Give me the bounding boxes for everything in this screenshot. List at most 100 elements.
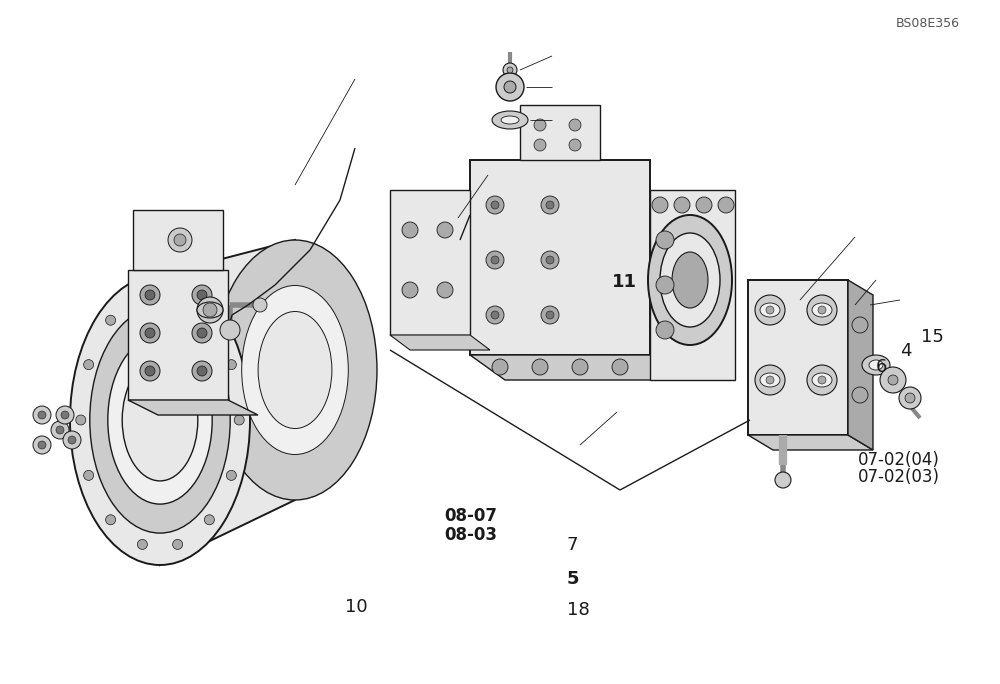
Circle shape — [173, 540, 183, 549]
Circle shape — [33, 436, 51, 454]
Circle shape — [173, 291, 183, 300]
Polygon shape — [133, 210, 223, 270]
Circle shape — [546, 256, 554, 264]
Circle shape — [38, 411, 46, 419]
Ellipse shape — [122, 359, 198, 481]
Circle shape — [755, 365, 785, 395]
Circle shape — [437, 282, 453, 298]
Circle shape — [888, 375, 898, 385]
Circle shape — [486, 251, 504, 269]
Circle shape — [204, 515, 214, 525]
Circle shape — [106, 315, 116, 325]
Circle shape — [192, 285, 212, 305]
Circle shape — [546, 201, 554, 209]
Text: 4: 4 — [900, 342, 912, 360]
Circle shape — [226, 471, 236, 480]
Circle shape — [174, 234, 186, 246]
Circle shape — [402, 282, 418, 298]
Circle shape — [197, 290, 207, 300]
Circle shape — [818, 306, 826, 314]
Circle shape — [76, 415, 86, 425]
Circle shape — [486, 196, 504, 214]
Circle shape — [852, 387, 868, 403]
Text: 15: 15 — [921, 328, 944, 345]
Polygon shape — [160, 240, 295, 565]
Circle shape — [852, 317, 868, 333]
Circle shape — [84, 360, 94, 369]
Circle shape — [899, 387, 921, 409]
Circle shape — [234, 415, 244, 425]
Circle shape — [656, 321, 674, 339]
Text: 10: 10 — [345, 598, 368, 616]
Circle shape — [145, 328, 155, 338]
Circle shape — [168, 228, 192, 252]
Circle shape — [197, 297, 223, 323]
Circle shape — [491, 311, 499, 319]
Ellipse shape — [242, 285, 348, 454]
Ellipse shape — [501, 116, 519, 124]
Circle shape — [696, 197, 712, 213]
Ellipse shape — [760, 373, 780, 387]
Circle shape — [491, 201, 499, 209]
Circle shape — [197, 328, 207, 338]
Circle shape — [541, 251, 559, 269]
Circle shape — [106, 515, 116, 525]
Polygon shape — [650, 190, 735, 380]
Circle shape — [197, 366, 207, 376]
Circle shape — [504, 81, 516, 93]
Polygon shape — [748, 435, 873, 450]
Text: BS08E356: BS08E356 — [896, 17, 960, 30]
Ellipse shape — [197, 302, 223, 318]
Text: 07-02(03): 07-02(03) — [858, 468, 940, 486]
Circle shape — [818, 376, 826, 384]
Circle shape — [33, 406, 51, 424]
Polygon shape — [390, 190, 470, 335]
Circle shape — [612, 359, 628, 375]
Circle shape — [56, 426, 64, 434]
Text: 08-03: 08-03 — [444, 526, 497, 544]
Ellipse shape — [70, 275, 250, 565]
Polygon shape — [470, 355, 685, 380]
Circle shape — [541, 196, 559, 214]
Ellipse shape — [258, 311, 332, 428]
Circle shape — [486, 306, 504, 324]
Circle shape — [204, 315, 214, 325]
Polygon shape — [848, 280, 873, 450]
Circle shape — [496, 73, 524, 101]
Ellipse shape — [90, 307, 230, 533]
Polygon shape — [128, 270, 228, 400]
Circle shape — [253, 298, 267, 312]
Polygon shape — [748, 280, 848, 435]
Circle shape — [507, 67, 513, 73]
Text: 08-07: 08-07 — [444, 507, 497, 525]
Circle shape — [656, 231, 674, 249]
Circle shape — [38, 441, 46, 449]
Circle shape — [766, 376, 774, 384]
Text: 18: 18 — [567, 601, 590, 619]
Circle shape — [652, 197, 668, 213]
Polygon shape — [520, 105, 600, 160]
Ellipse shape — [108, 336, 212, 504]
Circle shape — [569, 139, 581, 151]
Circle shape — [718, 197, 734, 213]
Circle shape — [572, 359, 588, 375]
Circle shape — [674, 197, 690, 213]
Circle shape — [491, 256, 499, 264]
Circle shape — [61, 411, 69, 419]
Circle shape — [402, 222, 418, 238]
Ellipse shape — [213, 240, 377, 500]
Ellipse shape — [812, 373, 832, 387]
Circle shape — [226, 360, 236, 369]
Circle shape — [546, 311, 554, 319]
Polygon shape — [128, 400, 258, 415]
Circle shape — [140, 361, 160, 381]
Circle shape — [492, 359, 508, 375]
Ellipse shape — [869, 360, 883, 370]
Text: 7: 7 — [567, 536, 578, 554]
Polygon shape — [390, 335, 490, 350]
Circle shape — [437, 222, 453, 238]
Circle shape — [192, 361, 212, 381]
Circle shape — [880, 367, 906, 393]
Circle shape — [807, 365, 837, 395]
Circle shape — [775, 472, 791, 488]
